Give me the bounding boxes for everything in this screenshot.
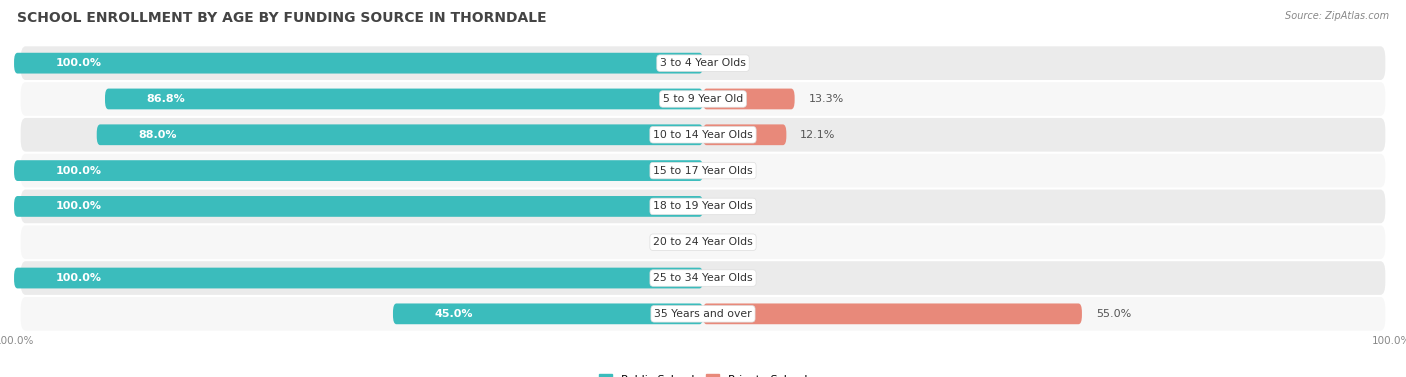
FancyBboxPatch shape [14,196,703,217]
Text: 86.8%: 86.8% [146,94,186,104]
FancyBboxPatch shape [394,303,703,324]
Text: 10 to 14 Year Olds: 10 to 14 Year Olds [654,130,752,140]
Text: 0.0%: 0.0% [661,237,689,247]
Text: 100.0%: 100.0% [55,201,101,211]
FancyBboxPatch shape [703,89,794,109]
Text: 100.0%: 100.0% [55,273,101,283]
Text: SCHOOL ENROLLMENT BY AGE BY FUNDING SOURCE IN THORNDALE: SCHOOL ENROLLMENT BY AGE BY FUNDING SOUR… [17,11,547,25]
Text: 88.0%: 88.0% [138,130,177,140]
FancyBboxPatch shape [14,53,703,74]
FancyBboxPatch shape [21,190,1385,223]
FancyBboxPatch shape [14,268,703,288]
FancyBboxPatch shape [21,261,1385,295]
Text: 18 to 19 Year Olds: 18 to 19 Year Olds [654,201,752,211]
Text: 45.0%: 45.0% [434,309,472,319]
Text: 0.0%: 0.0% [717,237,745,247]
Text: 100.0%: 100.0% [55,166,101,176]
FancyBboxPatch shape [21,225,1385,259]
FancyBboxPatch shape [21,82,1385,116]
FancyBboxPatch shape [14,160,703,181]
Text: 35 Years and over: 35 Years and over [654,309,752,319]
Text: 0.0%: 0.0% [717,273,745,283]
FancyBboxPatch shape [703,124,786,145]
Text: 20 to 24 Year Olds: 20 to 24 Year Olds [654,237,752,247]
FancyBboxPatch shape [703,303,1083,324]
Text: 55.0%: 55.0% [1095,309,1130,319]
Text: 0.0%: 0.0% [717,58,745,68]
FancyBboxPatch shape [105,89,703,109]
FancyBboxPatch shape [21,46,1385,80]
Text: 3 to 4 Year Olds: 3 to 4 Year Olds [659,58,747,68]
FancyBboxPatch shape [21,118,1385,152]
Text: 12.1%: 12.1% [800,130,835,140]
Text: 0.0%: 0.0% [717,201,745,211]
FancyBboxPatch shape [97,124,703,145]
FancyBboxPatch shape [21,154,1385,187]
Text: 0.0%: 0.0% [717,166,745,176]
Legend: Public School, Private School: Public School, Private School [595,370,811,377]
Text: 25 to 34 Year Olds: 25 to 34 Year Olds [654,273,752,283]
Text: 5 to 9 Year Old: 5 to 9 Year Old [662,94,744,104]
Text: Source: ZipAtlas.com: Source: ZipAtlas.com [1285,11,1389,21]
Text: 100.0%: 100.0% [55,58,101,68]
FancyBboxPatch shape [21,297,1385,331]
Text: 15 to 17 Year Olds: 15 to 17 Year Olds [654,166,752,176]
Text: 13.3%: 13.3% [808,94,844,104]
